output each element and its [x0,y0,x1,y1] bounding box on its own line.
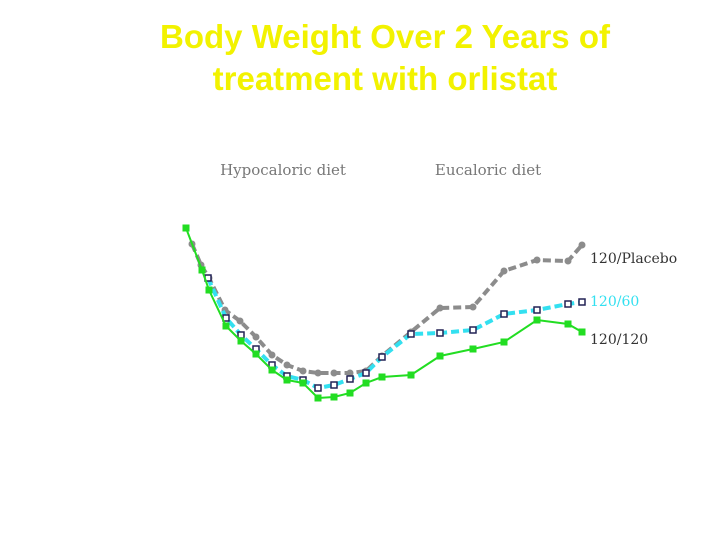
point [268,351,276,359]
point [346,375,354,383]
point [330,381,338,389]
annotation: Hypocaloric diet [220,161,346,179]
point [330,369,338,377]
point [314,394,322,402]
point [436,352,444,360]
point [237,331,245,339]
point [378,353,386,361]
point [578,328,586,336]
point [236,317,244,325]
point [407,330,415,338]
point [436,329,444,337]
series-label: 120/60 [590,294,639,310]
series-label: 120/120 [590,332,648,348]
point [500,267,508,275]
point [205,286,213,294]
point [283,376,291,384]
point [283,361,291,369]
series-line [206,277,583,391]
series-label: 120/Placebo [590,251,677,267]
point [564,300,572,308]
point [469,326,477,334]
point [436,304,444,312]
point [500,310,508,318]
point [469,345,477,353]
point [578,241,586,249]
point [469,303,477,311]
point [533,256,541,264]
chart-title-line: treatment with orlistat [213,60,558,97]
point [533,306,541,314]
point [346,389,354,397]
point [500,338,508,346]
point [182,224,190,232]
point [346,369,354,377]
point [252,350,260,358]
point [362,379,370,387]
point [330,393,338,401]
point [533,316,541,324]
point [314,369,322,377]
point [237,337,245,345]
point [362,369,370,377]
point [299,367,307,375]
point [378,373,386,381]
annotation: Eucaloric diet [435,161,541,179]
point [268,366,276,374]
point [222,322,230,330]
point [564,257,572,265]
point [564,320,572,328]
point [299,379,307,387]
point [578,298,586,306]
point [252,333,260,341]
point [198,266,206,274]
point [407,371,415,379]
point [314,384,322,392]
chart-title-line: Body Weight Over 2 Years of [160,18,611,55]
